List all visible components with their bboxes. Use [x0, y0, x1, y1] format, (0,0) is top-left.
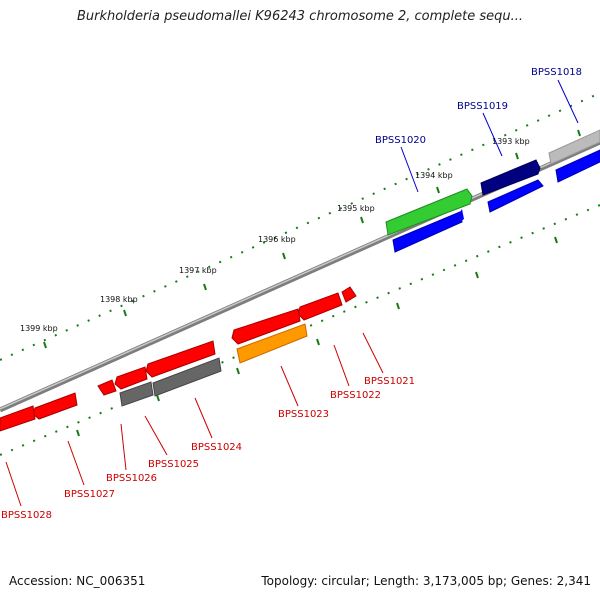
- gene-arrow-bpss1019-blue[interactable]: [487, 179, 544, 213]
- gene-label-bpss1025[interactable]: BPSS1025: [148, 459, 199, 470]
- gene-arrow-bpss1022[interactable]: [297, 292, 343, 321]
- gene-arrow-bpss1027[interactable]: [32, 392, 78, 420]
- reverse-strand-genes: [0, 286, 357, 432]
- gene-arrow-bpss1019-navy[interactable]: [480, 159, 541, 196]
- gene-arrow-bpss1028[interactable]: [0, 405, 36, 432]
- reverse-label-leaders: [5, 332, 384, 507]
- lower-major-ticks: [76, 236, 558, 437]
- tick-label-1398: 1398 kbp: [100, 295, 138, 304]
- gene-arrow-bpss1020-green[interactable]: [385, 188, 473, 236]
- map-title: Burkholderia pseudomallei K96243 chromos…: [76, 9, 524, 24]
- gene-arrow-bpss1018-blue[interactable]: [555, 149, 600, 183]
- gene-label-bpss1021[interactable]: BPSS1021: [364, 376, 415, 387]
- gene-arrow-bpss1023b[interactable]: [231, 308, 301, 345]
- gene-arrow-bpss1026b[interactable]: [97, 379, 117, 396]
- summary-text: Topology: circular; Length: 3,173,005 bp…: [261, 574, 591, 588]
- gene-label-bpss1023[interactable]: BPSS1023: [278, 409, 329, 420]
- gene-label-bpss1020[interactable]: BPSS1020: [375, 135, 426, 146]
- gene-arrow-bpss1018-silver[interactable]: [548, 129, 600, 165]
- gene-label-bpss1024[interactable]: BPSS1024: [191, 442, 242, 453]
- gene-label-bpss1018[interactable]: BPSS1018: [531, 67, 582, 78]
- tick-label-1396: 1396 kbp: [258, 235, 296, 244]
- gene-arrow-bpss1025[interactable]: [114, 366, 148, 390]
- gene-arrow-bpss1026[interactable]: [119, 381, 154, 407]
- gene-arrow-bpss1021[interactable]: [341, 286, 357, 303]
- upper-tick-row: [0, 92, 600, 361]
- forward-label-leaders: [400, 79, 579, 193]
- gene-label-bpss1019[interactable]: BPSS1019: [457, 101, 508, 112]
- upper-major-ticks: [43, 129, 581, 349]
- tick-label-1395: 1395 kbp: [337, 204, 375, 213]
- tick-label-1393: 1393 kbp: [492, 137, 530, 146]
- tick-label-1397: 1397 kbp: [179, 266, 217, 275]
- gene-label-bpss1028[interactable]: BPSS1028: [1, 510, 52, 521]
- tick-label-1394: 1394 kbp: [415, 171, 453, 180]
- accession-text: Accession: NC_006351: [9, 574, 146, 588]
- gene-label-bpss1027[interactable]: BPSS1027: [64, 489, 115, 500]
- gene-arrow-bpss1024[interactable]: [145, 340, 216, 378]
- gene-label-bpss1022[interactable]: BPSS1022: [330, 390, 381, 401]
- gene-arrow-bpss1024b[interactable]: [152, 357, 222, 397]
- gene-arrow-bpss1023[interactable]: [236, 323, 308, 364]
- gene-label-bpss1026[interactable]: BPSS1026: [106, 473, 157, 484]
- gene-arrow-bpss1020-blue[interactable]: [392, 211, 463, 253]
- tick-label-1399: 1399 kbp: [20, 324, 58, 333]
- forward-strand-genes: [385, 129, 600, 253]
